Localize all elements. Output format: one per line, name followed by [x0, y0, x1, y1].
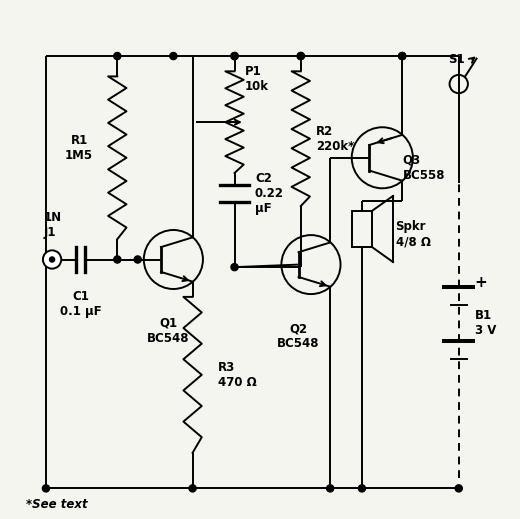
Circle shape [399, 52, 406, 60]
Text: *See text: *See text [25, 498, 87, 511]
Text: 1N
J1: 1N J1 [44, 211, 61, 239]
Text: Q3
BC558: Q3 BC558 [402, 154, 445, 182]
Text: P1
10k: P1 10k [245, 65, 269, 93]
Text: B1
3 V: B1 3 V [475, 309, 497, 337]
Circle shape [49, 257, 55, 262]
Text: R2
220k*: R2 220k* [316, 125, 355, 153]
Text: Q1
BC548: Q1 BC548 [147, 317, 189, 345]
Text: C2
0.22
μF: C2 0.22 μF [255, 172, 284, 215]
Circle shape [399, 52, 406, 60]
Circle shape [114, 52, 121, 60]
Text: +: + [474, 275, 487, 290]
Circle shape [43, 250, 61, 269]
Circle shape [297, 52, 304, 60]
Circle shape [231, 264, 238, 271]
Text: S1: S1 [448, 53, 464, 66]
Circle shape [231, 52, 238, 60]
Text: Q2
BC548: Q2 BC548 [277, 322, 319, 350]
Circle shape [450, 75, 468, 93]
Bar [352, 211, 372, 247]
Circle shape [231, 52, 238, 60]
Text: C1
0.1 μF: C1 0.1 μF [60, 290, 101, 318]
Text: R1
1M5: R1 1M5 [65, 133, 93, 161]
Circle shape [134, 256, 141, 263]
Circle shape [43, 485, 49, 492]
Text: Spkr
4/8 Ω: Spkr 4/8 Ω [396, 220, 431, 248]
Circle shape [358, 485, 366, 492]
Circle shape [189, 485, 196, 492]
Circle shape [170, 52, 177, 60]
Text: R3
470 Ω: R3 470 Ω [218, 361, 257, 389]
Circle shape [114, 256, 121, 263]
Circle shape [297, 52, 304, 60]
Circle shape [455, 485, 462, 492]
Circle shape [327, 485, 334, 492]
